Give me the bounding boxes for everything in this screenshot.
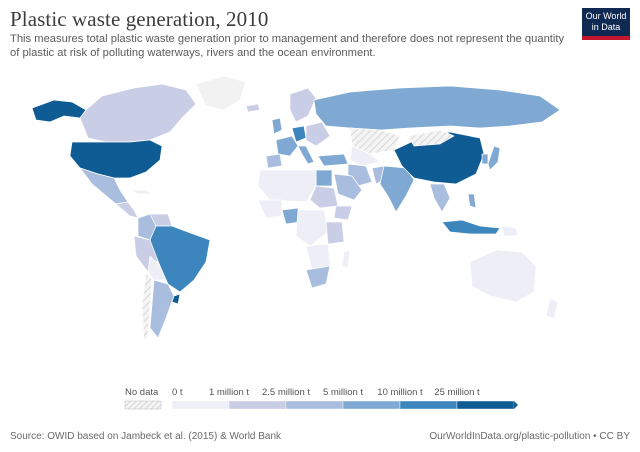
map-legend: No data 0 t 1 million t 2.5 million t 5 mil… bbox=[124, 387, 518, 410]
country-greenland[interactable] bbox=[195, 75, 247, 111]
country-uruguay[interactable] bbox=[171, 293, 181, 305]
country-scandinavia[interactable] bbox=[289, 87, 317, 123]
chart-subtitle: This measures total plastic waste genera… bbox=[10, 33, 565, 59]
country-eastern-europe[interactable] bbox=[305, 121, 331, 147]
legend-tick-label-4: 10 million t bbox=[377, 387, 423, 398]
country-cuba[interactable] bbox=[131, 189, 153, 195]
source-note: Source: OWID based on Jambeck et al. (20… bbox=[10, 431, 282, 442]
source-link[interactable]: OurWorldInData.org/plastic-pollution • C… bbox=[429, 431, 630, 442]
legend-no-data-label: No data bbox=[125, 387, 159, 398]
country-saudi-arabia[interactable] bbox=[333, 173, 363, 201]
legend-swatch-1 bbox=[228, 400, 287, 410]
country-central-africa[interactable] bbox=[295, 209, 329, 247]
country-bolivia[interactable] bbox=[147, 255, 167, 281]
country-north-africa[interactable] bbox=[257, 169, 317, 203]
country-australia[interactable] bbox=[469, 249, 537, 303]
country-ethiopia[interactable] bbox=[333, 205, 353, 221]
country-russia[interactable] bbox=[313, 85, 561, 131]
country-west-africa[interactable] bbox=[257, 199, 283, 219]
legend-tick-label-3: 5 million t bbox=[323, 387, 363, 398]
country-chile[interactable] bbox=[141, 271, 153, 343]
country-iceland[interactable] bbox=[245, 103, 261, 113]
legend-arrow bbox=[514, 401, 518, 409]
logo-line-1: Our World bbox=[585, 11, 627, 21]
world-map[interactable] bbox=[10, 66, 630, 381]
country-southern-africa[interactable] bbox=[305, 243, 331, 271]
country-south-africa[interactable] bbox=[305, 265, 331, 289]
country-central-asia[interactable] bbox=[349, 145, 381, 167]
country-papua-new-guinea[interactable] bbox=[501, 225, 519, 237]
country-japan[interactable] bbox=[487, 145, 501, 171]
country-brazil[interactable] bbox=[149, 225, 211, 293]
country-philippines[interactable] bbox=[467, 193, 477, 209]
country-central-america[interactable] bbox=[115, 201, 139, 219]
legend-swatch-0 bbox=[171, 400, 230, 410]
country-turkey[interactable] bbox=[317, 153, 349, 167]
country-mongolia[interactable] bbox=[407, 129, 455, 147]
country-madagascar[interactable] bbox=[341, 249, 351, 269]
country-alaska[interactable] bbox=[31, 99, 87, 123]
legend-no-data-swatch bbox=[124, 400, 162, 410]
legend-tick-label-0: 0 t bbox=[172, 387, 183, 398]
chart-title: Plastic waste generation, 2010 bbox=[10, 7, 269, 31]
country-southeast-asia[interactable] bbox=[429, 183, 451, 213]
legend-swatch-2 bbox=[285, 400, 344, 410]
legend-swatch-3 bbox=[342, 400, 401, 410]
legend-swatch-5 bbox=[456, 400, 515, 410]
country-korea[interactable] bbox=[481, 153, 489, 165]
country-indonesia[interactable] bbox=[441, 219, 501, 235]
logo-line-2: in Data bbox=[591, 22, 621, 32]
country-canada[interactable] bbox=[79, 83, 197, 143]
legend-swatch-4 bbox=[399, 400, 458, 410]
country-argentina[interactable] bbox=[149, 279, 175, 339]
country-italy[interactable] bbox=[297, 145, 315, 165]
country-new-zealand[interactable] bbox=[545, 297, 559, 319]
legend-tick-label-1: 1 million t bbox=[209, 387, 249, 398]
country-east-africa[interactable] bbox=[325, 221, 345, 245]
legend-tick-label-5: 25 million t bbox=[434, 387, 480, 398]
country-france[interactable] bbox=[275, 135, 299, 157]
owid-logo[interactable]: Our World in Data bbox=[582, 8, 630, 40]
legend-tick-label-2: 2.5 million t bbox=[262, 387, 310, 398]
country-united-kingdom[interactable] bbox=[271, 117, 283, 135]
country-spain[interactable] bbox=[265, 153, 283, 169]
country-sudan[interactable] bbox=[309, 185, 339, 209]
country-egypt[interactable] bbox=[315, 169, 333, 187]
